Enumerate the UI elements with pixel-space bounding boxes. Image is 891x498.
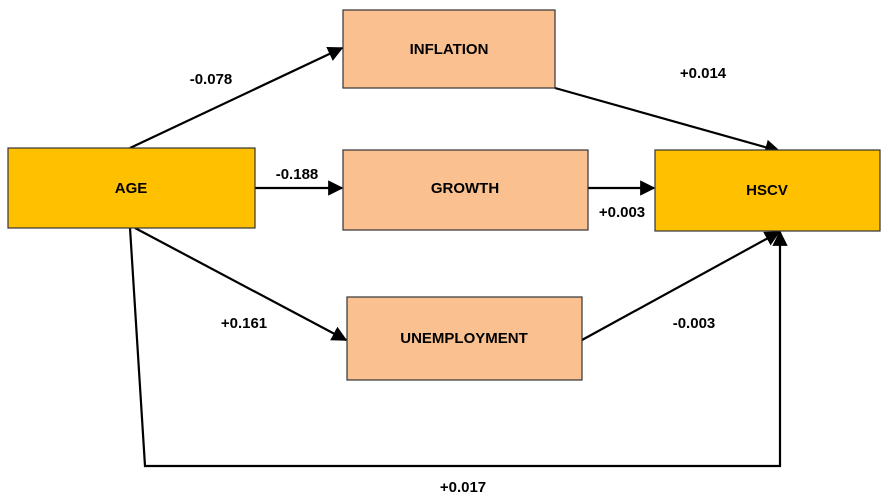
node-label: HSCV [746,182,788,199]
edge-label: +0.017 [440,479,486,496]
edge-arrow [128,227,788,468]
edge-arrow [129,46,344,149]
node-label: GROWTH [431,180,499,197]
node-box [342,149,589,231]
node-box [342,9,556,89]
node-box [346,296,583,381]
edge-label: -0.188 [276,166,319,183]
edge-label: +0.003 [599,204,645,221]
edge-arrow [134,227,348,341]
node-box [654,149,881,232]
edge-label: -0.078 [190,71,233,88]
node-label: UNEMPLOYMENT [400,330,528,347]
node-label: AGE [115,180,148,197]
edge-label: +0.014 [680,65,727,82]
node-box [7,147,256,229]
edge-arrow [554,86,781,155]
node-label: INFLATION [410,41,489,58]
edge-label: +0.161 [221,315,267,332]
edge-label: -0.003 [673,315,716,332]
edge-arrow [581,231,781,341]
